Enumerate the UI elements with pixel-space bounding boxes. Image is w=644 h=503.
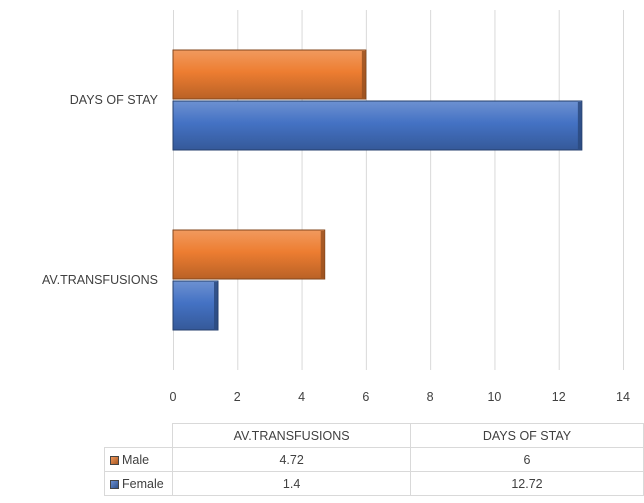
x-tick-label: 14 [616,390,630,404]
x-tick-label: 4 [298,390,305,404]
data-table-header-row: AV.TRANSFUSIONS DAYS OF STAY [104,423,644,448]
bar-bevel [361,51,366,98]
data-table-row: Male 4.72 6 [103,447,644,472]
data-table-col-header: DAYS OF STAY [409,423,644,448]
data-table-corner [104,423,174,448]
x-tick-label: 10 [487,390,501,404]
x-tick-label: 12 [552,390,566,404]
bar-male [172,229,326,280]
bar-bevel [320,231,325,278]
legend-key-male [110,455,119,465]
x-tick-label: 2 [234,390,241,404]
x-tick-label: 6 [362,390,369,404]
bar-female [172,100,583,151]
chart-plot: 0 2 4 6 8 10 12 14 AV.TRANSFUSIONS DAYS OF STAY [42,10,630,404]
bar-female [172,280,219,331]
data-table-col-header: AV.TRANSFUSIONS [172,423,411,448]
data-table-row-header: Female [103,471,174,496]
data-table: AV.TRANSFUSIONS DAYS OF STAY Male 4.72 6… [103,423,644,496]
x-tick-label: 8 [427,390,434,404]
category-label: DAYS OF STAY [70,93,159,107]
x-tick-label: 0 [170,390,177,404]
bar-bevel [214,282,218,329]
data-table-cell: 1.4 [172,471,411,496]
bar-bevel [577,102,582,149]
category-label: AV.TRANSFUSIONS [42,273,158,287]
data-table-row-header: Male [103,447,174,472]
legend-label-female: Female [122,476,164,491]
data-table-row: Female 1.4 12.72 [103,471,644,496]
bar-male [172,49,367,100]
legend-key-female [110,479,119,489]
legend-label-male: Male [122,452,150,467]
data-table-cell: 12.72 [409,471,644,496]
data-table-cell: 6 [409,447,644,472]
data-table-cell: 4.72 [172,447,411,472]
